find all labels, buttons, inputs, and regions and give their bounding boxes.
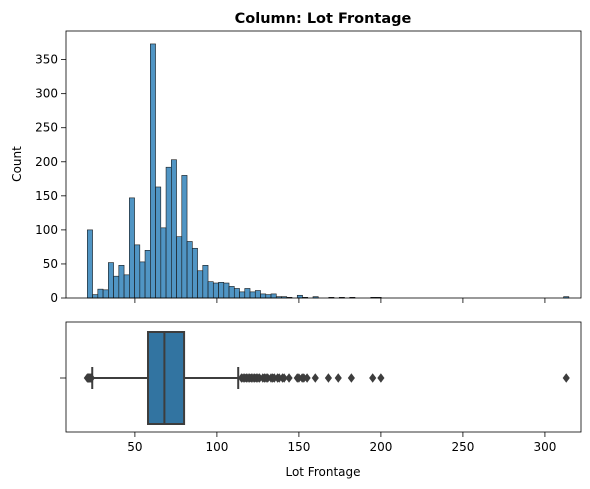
histogram-bar: [249, 291, 256, 299]
boxplot-panel: 50 100 150 200 250 300 Lot Frontage: [60, 321, 582, 479]
y-tick-label: 0: [50, 291, 58, 305]
histogram-bar: [102, 289, 109, 299]
histogram-bar: [254, 290, 261, 299]
x-tick-label: 100: [205, 440, 228, 454]
histogram-bar: [202, 265, 209, 299]
histogram-bar: [108, 262, 114, 299]
histogram-bar: [118, 265, 125, 299]
histogram-bar: [218, 282, 225, 299]
histogram-bar: [212, 282, 219, 299]
histogram-bar: [129, 197, 135, 299]
outlier-point: [280, 373, 288, 383]
histogram-bar: [191, 247, 198, 299]
outlier-point: [377, 373, 385, 383]
outlier-point: [324, 373, 332, 383]
histogram-bar: [155, 186, 162, 299]
histogram-bar: [270, 293, 277, 299]
x-axis-label: Lot Frontage: [285, 465, 360, 479]
histogram-bar: [139, 261, 146, 299]
histogram-panel: Column: Lot Frontage Count 0 50 100 150 200 2…: [10, 11, 582, 305]
histogram-bar: [233, 288, 240, 299]
histogram-bar: [181, 175, 188, 299]
histogram-bar: [134, 244, 141, 299]
outlier-point: [347, 373, 355, 383]
outlier-point: [285, 373, 293, 383]
histogram-bar: [239, 291, 246, 299]
histogram-bar: [113, 275, 120, 299]
outlier-point: [334, 373, 342, 383]
y-tick-label: 100: [35, 223, 58, 237]
outlier-point: [562, 373, 570, 383]
boxplot-axes-frame: [65, 321, 582, 433]
boxplot-outliers: [83, 373, 570, 383]
histogram-bar: [144, 250, 151, 299]
x-tick-label: 150: [287, 440, 310, 454]
histogram-x-tick-marks: [134, 298, 546, 303]
histogram-axes-frame: [65, 30, 582, 299]
chart-title: Column: Lot Frontage: [235, 11, 412, 27]
boxplot-elements: [91, 331, 240, 425]
histogram-bar: [223, 282, 230, 299]
histogram-bar: [165, 166, 172, 299]
histogram-bar: [207, 281, 214, 299]
x-tick-label: 250: [451, 440, 474, 454]
y-tick-label: 200: [35, 155, 58, 169]
y-tick-label: 50: [43, 257, 58, 271]
y-tick-label: 250: [35, 121, 58, 135]
outlier-point: [303, 373, 311, 383]
y-tick-label: 350: [35, 53, 58, 67]
y-tick-label: 150: [35, 189, 58, 203]
interquartile-box: [147, 331, 186, 425]
histogram-bar: [176, 236, 183, 299]
histogram-y-ticks: 0 50 100 150 200 250 300 350: [35, 53, 66, 305]
histogram-bar: [87, 229, 93, 299]
outlier-point: [87, 373, 95, 383]
histogram-bar: [265, 294, 272, 299]
x-tick-label: 300: [533, 440, 556, 454]
histogram-bar: [160, 227, 167, 299]
histogram-bar: [171, 159, 177, 299]
x-tick-label: 200: [369, 440, 392, 454]
outlier-point: [311, 373, 319, 383]
histogram-bar: [186, 241, 193, 299]
y-axis-label: Count: [10, 146, 24, 182]
boxplot-x-ticks: 50 100 150 200 250 300: [127, 432, 556, 454]
histogram-bar: [150, 43, 156, 299]
histogram-bar: [260, 293, 267, 299]
outlier-point: [369, 373, 377, 383]
histogram-bar: [123, 274, 130, 299]
y-tick-label: 300: [35, 87, 58, 101]
histogram-bar: [92, 294, 99, 299]
histogram-bar: [244, 288, 251, 299]
histogram-bar: [228, 286, 235, 299]
histogram-bar: [296, 294, 303, 299]
histogram-bar: [197, 270, 204, 299]
histogram-bar: [97, 288, 104, 299]
x-tick-label: 50: [127, 440, 142, 454]
